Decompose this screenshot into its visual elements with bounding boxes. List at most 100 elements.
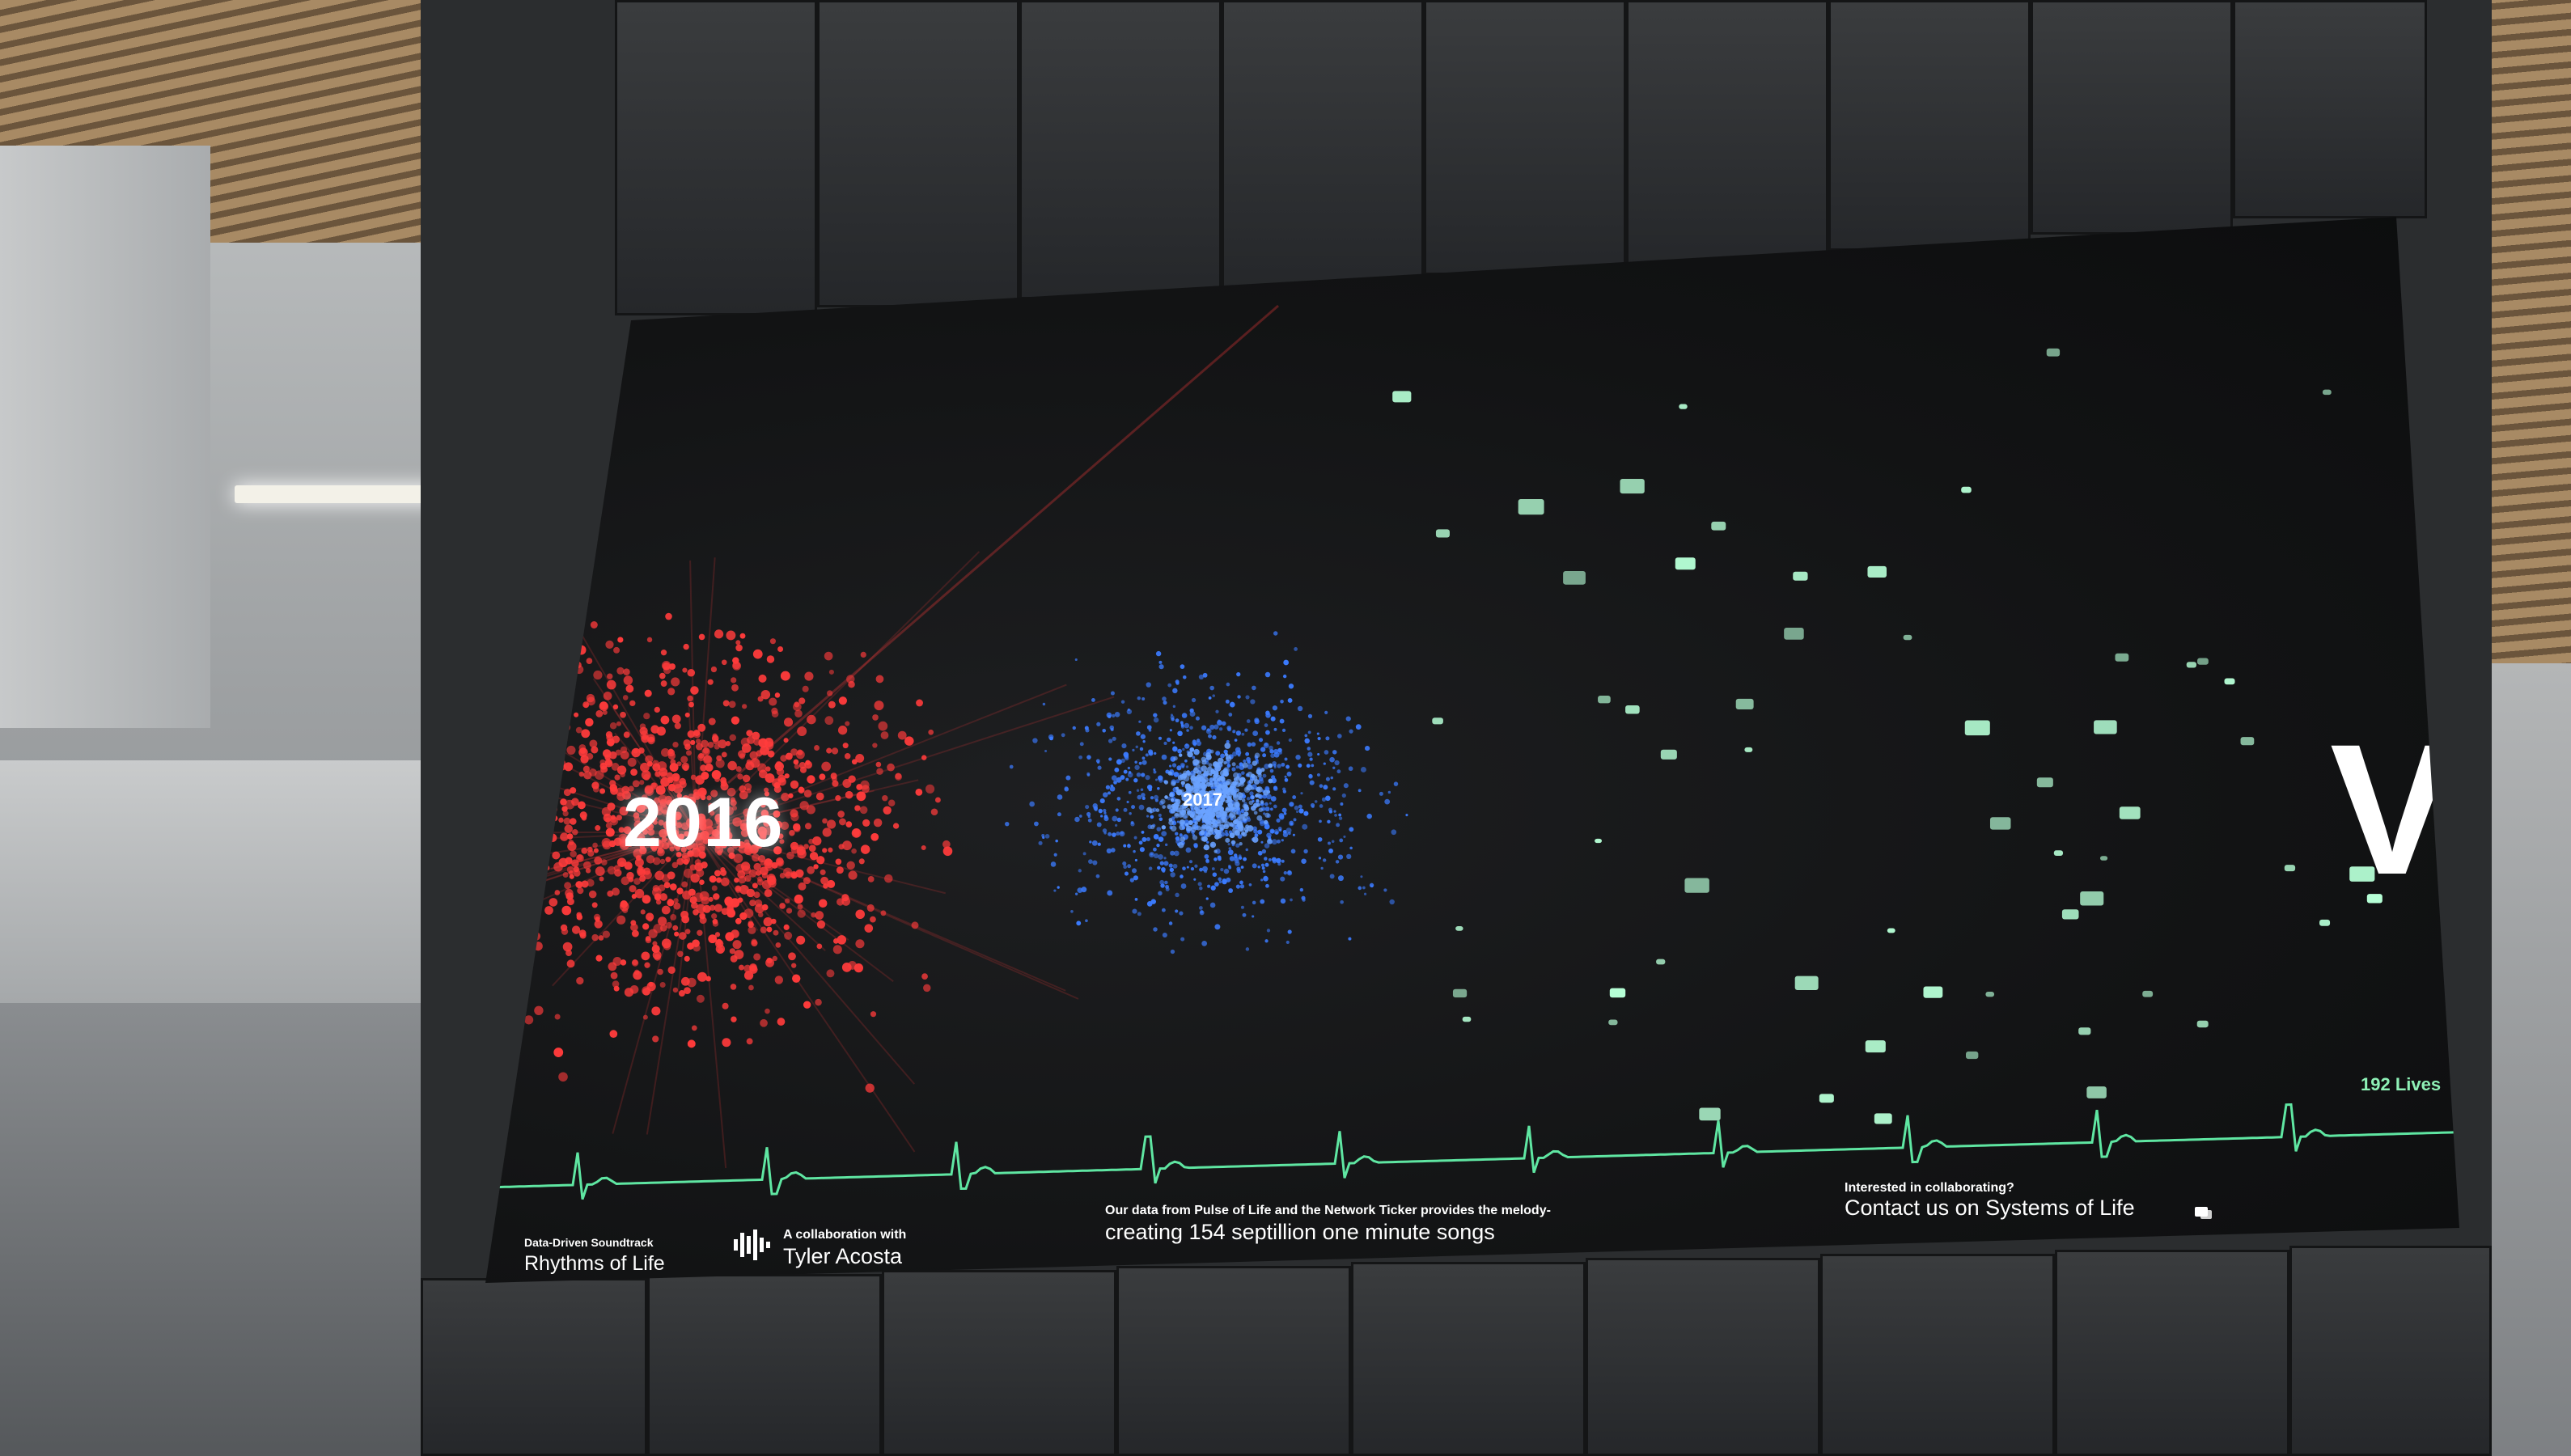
particle-2017 bbox=[1190, 796, 1197, 802]
particle-2017 bbox=[1128, 790, 1132, 794]
particle-2017 bbox=[1298, 808, 1304, 814]
particle-2016 bbox=[826, 819, 837, 829]
particle-2016 bbox=[635, 855, 642, 861]
particle-2016 bbox=[595, 709, 604, 717]
particle-2016 bbox=[534, 1005, 544, 1015]
particle-2016 bbox=[670, 759, 676, 765]
particle-2017 bbox=[1283, 811, 1287, 815]
particle-2017 bbox=[1349, 846, 1353, 850]
particle-2017 bbox=[1262, 870, 1266, 874]
particle-2016 bbox=[671, 829, 678, 836]
particle-2016 bbox=[578, 929, 587, 938]
particle-2016 bbox=[563, 789, 571, 797]
particle-2017 bbox=[1282, 674, 1287, 679]
particle-2017 bbox=[1112, 832, 1116, 837]
particle-2016 bbox=[701, 747, 710, 756]
particle-2017 bbox=[1366, 813, 1372, 819]
particle-2017 bbox=[1212, 734, 1217, 740]
particle-2017 bbox=[1129, 878, 1135, 882]
particle-2017 bbox=[1281, 762, 1286, 767]
particle-2017 bbox=[1172, 746, 1178, 752]
particle-2017 bbox=[1175, 718, 1180, 723]
particle-2017 bbox=[1184, 797, 1190, 802]
particle-2016 bbox=[643, 713, 650, 720]
particle-2016 bbox=[665, 921, 672, 929]
particle-2017 bbox=[1296, 810, 1299, 814]
particle-2017 bbox=[1185, 765, 1189, 768]
partial-letter: V bbox=[2330, 705, 2454, 913]
particle-2017 bbox=[1195, 808, 1201, 815]
particle-2017 bbox=[1365, 745, 1370, 751]
particle-2017 bbox=[1103, 808, 1107, 813]
particle-2016 bbox=[616, 787, 625, 797]
particle-2016 bbox=[771, 710, 779, 717]
particle-2016 bbox=[544, 906, 553, 915]
particle-2017 bbox=[1189, 747, 1195, 752]
future-particle bbox=[1711, 521, 1726, 531]
particle-2016 bbox=[916, 699, 923, 707]
particle-2017 bbox=[1009, 764, 1014, 769]
particle-2016 bbox=[613, 985, 620, 992]
particle-2017 bbox=[1235, 776, 1240, 781]
particle-2017 bbox=[1349, 729, 1353, 734]
particle-2016 bbox=[697, 971, 707, 982]
particle-2017 bbox=[1260, 899, 1265, 904]
particle-2016 bbox=[676, 793, 682, 798]
particle-2016 bbox=[659, 893, 668, 901]
particle-2016 bbox=[581, 880, 589, 888]
particle-2017 bbox=[1252, 826, 1257, 832]
future-particle bbox=[1660, 749, 1677, 760]
particle-2017 bbox=[1158, 736, 1163, 740]
particle-2016 bbox=[753, 891, 760, 899]
particle-2017 bbox=[1170, 715, 1175, 720]
particle-2017 bbox=[1199, 790, 1205, 796]
particle-2017 bbox=[1183, 675, 1187, 679]
particle-2016 bbox=[874, 700, 884, 711]
particle-2016 bbox=[690, 873, 700, 883]
particle-2016 bbox=[777, 774, 786, 783]
particle-2017 bbox=[1181, 765, 1185, 768]
particle-2017 bbox=[1076, 921, 1082, 926]
cluster-2016-particles bbox=[485, 603, 953, 1093]
particle-2017 bbox=[1153, 770, 1157, 774]
particle-2017 bbox=[1303, 811, 1309, 816]
particle-2016 bbox=[788, 952, 796, 961]
particle-2017 bbox=[1192, 742, 1197, 745]
particle-2017 bbox=[1170, 807, 1176, 814]
particle-2017 bbox=[1248, 882, 1252, 887]
particle-2016 bbox=[661, 747, 670, 757]
particle-2017 bbox=[1273, 829, 1280, 835]
particle-2017 bbox=[1263, 876, 1269, 882]
particle-2017 bbox=[1120, 831, 1124, 835]
particle-2017 bbox=[1057, 794, 1063, 800]
particle-2016 bbox=[630, 923, 638, 932]
particle-2016 bbox=[746, 788, 752, 794]
particle-2017 bbox=[1325, 736, 1330, 741]
future-particle bbox=[1887, 928, 1895, 933]
particle-2017 bbox=[1263, 743, 1269, 748]
particle-2017 bbox=[1190, 805, 1197, 811]
particle-2017 bbox=[1200, 910, 1204, 914]
collaboration-kicker: A collaboration with bbox=[783, 1228, 907, 1242]
particle-2017 bbox=[1175, 892, 1180, 898]
particle-2016 bbox=[928, 729, 934, 735]
particle-2016 bbox=[683, 858, 689, 865]
particle-2016 bbox=[581, 847, 588, 854]
particle-2016 bbox=[642, 923, 650, 930]
particle-2017 bbox=[1223, 868, 1230, 874]
particle-2017 bbox=[1038, 840, 1043, 845]
particle-2017 bbox=[1209, 827, 1214, 832]
particle-2016 bbox=[752, 649, 763, 659]
particle-2017 bbox=[1109, 785, 1116, 792]
particle-2016 bbox=[602, 840, 612, 850]
particle-2016 bbox=[746, 1038, 753, 1045]
particle-2017 bbox=[1103, 815, 1108, 819]
particle-2016 bbox=[652, 760, 659, 767]
particle-2017 bbox=[1225, 699, 1230, 704]
particle-2016 bbox=[667, 751, 676, 760]
particle-2017 bbox=[1113, 781, 1117, 785]
particle-2017 bbox=[1290, 898, 1293, 902]
particle-2016 bbox=[819, 773, 826, 781]
particle-2016 bbox=[705, 763, 714, 772]
cluster-ray bbox=[695, 831, 727, 1169]
